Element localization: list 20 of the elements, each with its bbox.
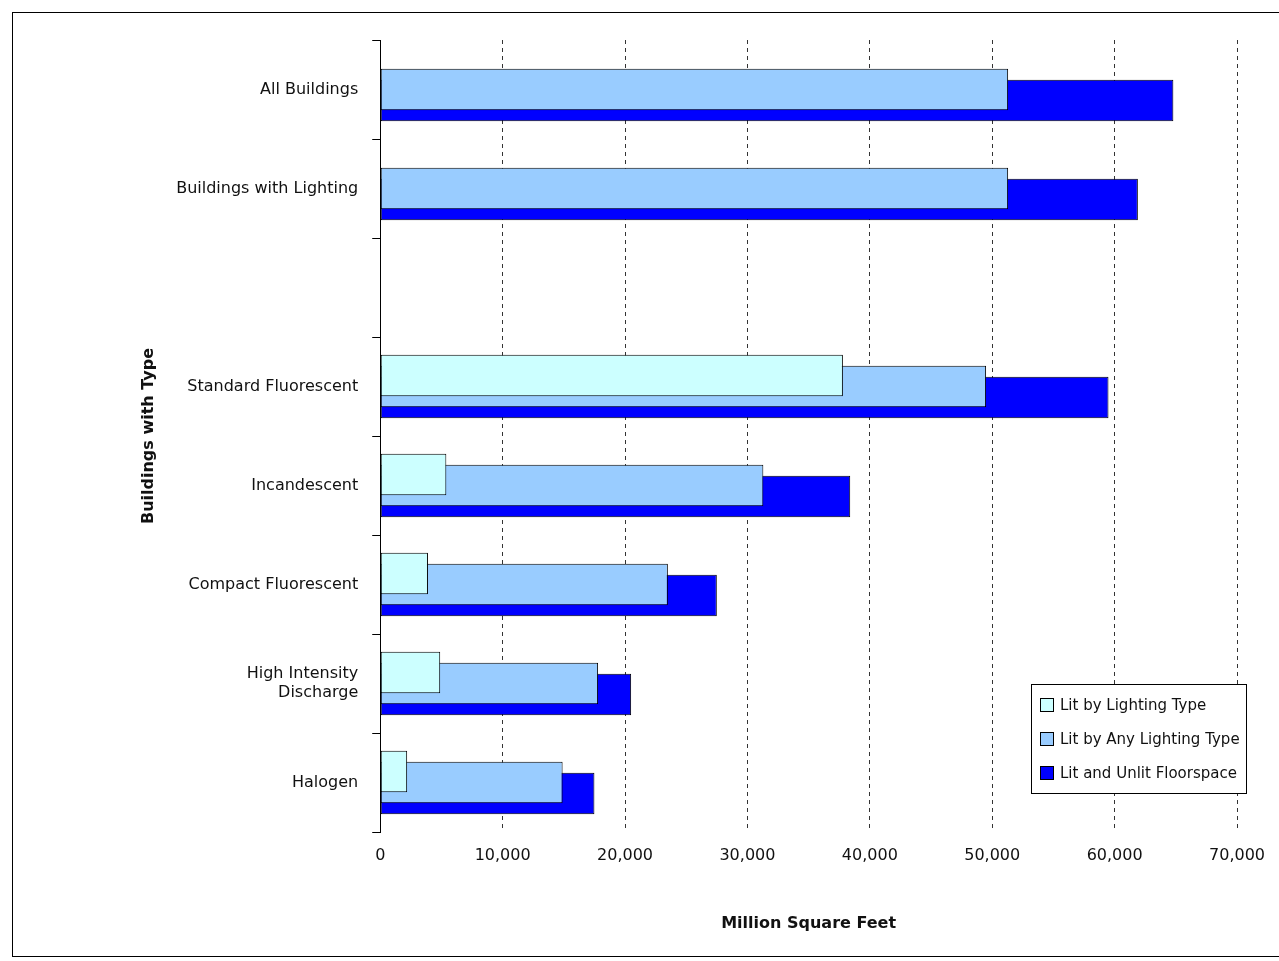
x-tick-label: 70,000 [1209, 844, 1265, 864]
legend-label: Lit by Lighting Type [1060, 695, 1207, 716]
x-tick-label: 60,000 [1086, 844, 1143, 864]
x-tick-label: 30,000 [719, 844, 776, 864]
y-tick-label: High Intensity Discharge [246, 663, 359, 702]
legend-label: Lit by Any Lighting Type [1060, 729, 1240, 750]
y-tick-label: Standard Fluorescent [187, 375, 359, 395]
x-axis-title: Million Square Feet [721, 912, 897, 932]
x-tick-label: 10,000 [474, 844, 531, 864]
x-tick-label: 40,000 [841, 844, 898, 864]
y-tick-label: Halogen [292, 771, 359, 791]
y-tick-label: Compact Fluorescent [188, 573, 359, 593]
y-tick-label: Incandescent [251, 474, 359, 494]
y-tick-label: Buildings with Lighting [176, 177, 359, 197]
y-tick-label: All Buildings [260, 78, 359, 98]
x-tick-label: 50,000 [964, 844, 1021, 864]
x-tick-label: 0 [375, 844, 386, 864]
x-tick-label: 20,000 [597, 844, 654, 864]
y-axis-title: Buildings with Type [137, 347, 157, 525]
legend-label: Lit and Unlit Floorspace [1060, 763, 1237, 784]
